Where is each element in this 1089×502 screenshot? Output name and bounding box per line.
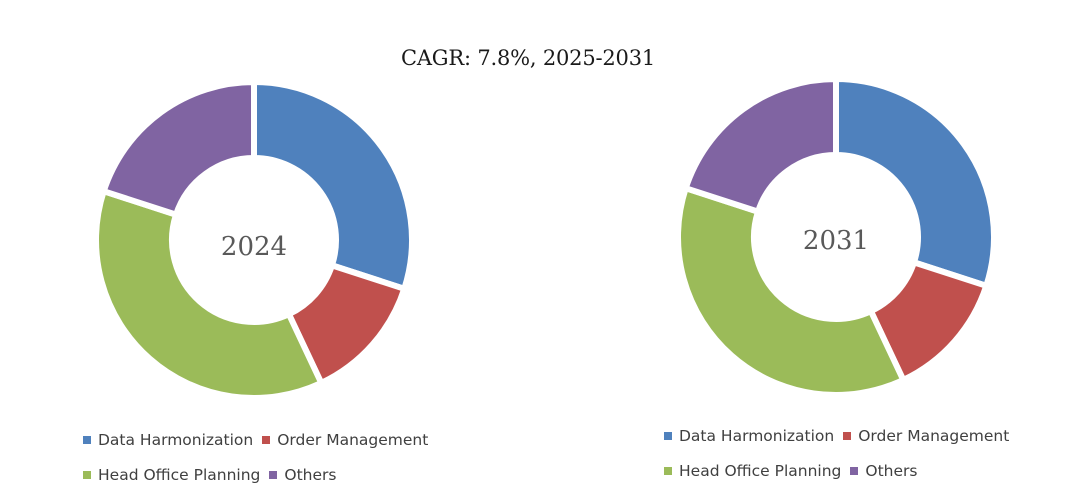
slice-head-office-planning-2031[interactable] (675, 184, 908, 398)
legend-swatch (83, 471, 91, 479)
legend-label: Others (865, 462, 918, 480)
legend-item-data-harmonization[interactable]: Data Harmonization (83, 431, 253, 449)
legend-label: Order Management (858, 427, 1010, 445)
legend-item-head-office-planning[interactable]: Head Office Planning (83, 466, 260, 484)
center-label-2024: 2024 (221, 232, 287, 262)
legend-2031: Data Harmonization Order Management Head… (664, 425, 1044, 495)
legend-item-others[interactable]: Others (850, 462, 918, 480)
legend-item-order-management[interactable]: Order Management (262, 431, 428, 449)
legend-label: Data Harmonization (679, 427, 835, 445)
slice-head-office-planning-2024[interactable] (93, 187, 326, 401)
slice-others-2024[interactable] (99, 78, 257, 219)
legend-label: Head Office Planning (98, 466, 261, 484)
slice-data-harmonization-2031[interactable] (833, 75, 997, 290)
legend-label: Head Office Planning (679, 462, 842, 480)
legend-label: Data Harmonization (98, 431, 254, 449)
legend-swatch (850, 467, 859, 475)
legend-swatch (843, 432, 852, 440)
legend-item-order-management[interactable]: Order Management (843, 427, 1009, 445)
legend-label: Others (284, 466, 337, 484)
slice-data-harmonization-2024[interactable] (251, 78, 415, 293)
slice-others-2031[interactable] (681, 75, 839, 216)
legend-2024: Data Harmonization Order Management Head… (83, 429, 463, 499)
legend-item-data-harmonization[interactable]: Data Harmonization (664, 427, 834, 445)
donut-slices-2024 (93, 78, 415, 401)
center-label-2031: 2031 (803, 226, 869, 256)
donut-slices-2031 (675, 75, 997, 398)
legend-label: Order Management (277, 431, 429, 449)
legend-swatch (262, 436, 271, 444)
chart-title: CAGR: 7.8%, 2025-2031 (400, 46, 656, 70)
legend-swatch (83, 436, 91, 444)
legend-swatch (269, 471, 278, 479)
legend-swatch (664, 467, 672, 475)
legend-item-others[interactable]: Others (269, 466, 337, 484)
legend-item-head-office-planning[interactable]: Head Office Planning (664, 462, 841, 480)
legend-swatch (664, 432, 672, 440)
